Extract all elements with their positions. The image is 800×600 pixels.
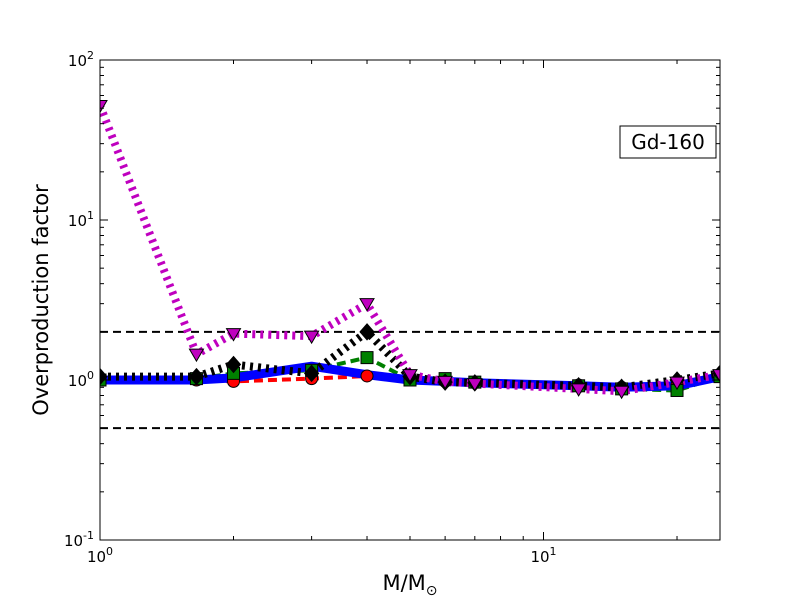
annotation-label: Gd-160	[631, 130, 705, 154]
series-4-marker-11	[712, 369, 720, 383]
series-4-marker-7	[466, 378, 483, 392]
series-1-marker-4	[360, 351, 374, 365]
x-tick-label: 100	[87, 545, 113, 566]
series-4-marker-2	[225, 328, 242, 342]
y-axis-title: Overproduction factor	[29, 184, 53, 416]
series-4-marker-1	[188, 348, 205, 363]
series-markers	[100, 99, 720, 400]
series-4-marker-9	[613, 385, 630, 400]
x-axis-title-subscript: ⊙	[426, 583, 438, 599]
annotation-box: Gd-160	[619, 125, 717, 159]
series-4-marker-8	[570, 383, 587, 397]
series-4-marker-10	[669, 376, 685, 391]
series-0-marker-4	[360, 369, 374, 383]
series-4-marker-0	[100, 99, 108, 114]
series-3-marker-0	[100, 367, 108, 386]
axis-ticks	[99, 59, 720, 541]
plot-background	[100, 60, 720, 540]
series-4-marker-4	[359, 298, 375, 312]
y-tick-label: 101	[68, 209, 94, 230]
series-4-marker-3	[303, 330, 320, 345]
series-3-marker-2	[225, 355, 242, 374]
series-3-marker-4	[359, 323, 375, 341]
y-tick-label: 102	[68, 49, 94, 70]
series-line-4	[100, 103, 720, 396]
x-axis-title: M/M⊙	[382, 571, 437, 599]
series-4-marker-6	[437, 375, 453, 390]
x-tick-label: 101	[530, 545, 556, 566]
y-tick-label: 100	[68, 369, 94, 390]
series-3-marker-3	[303, 364, 320, 383]
y-tick-label: 10-1	[64, 529, 94, 550]
series-3-marker-1	[188, 367, 205, 386]
series-4-marker-5	[402, 369, 418, 383]
series-line-3	[100, 327, 720, 392]
